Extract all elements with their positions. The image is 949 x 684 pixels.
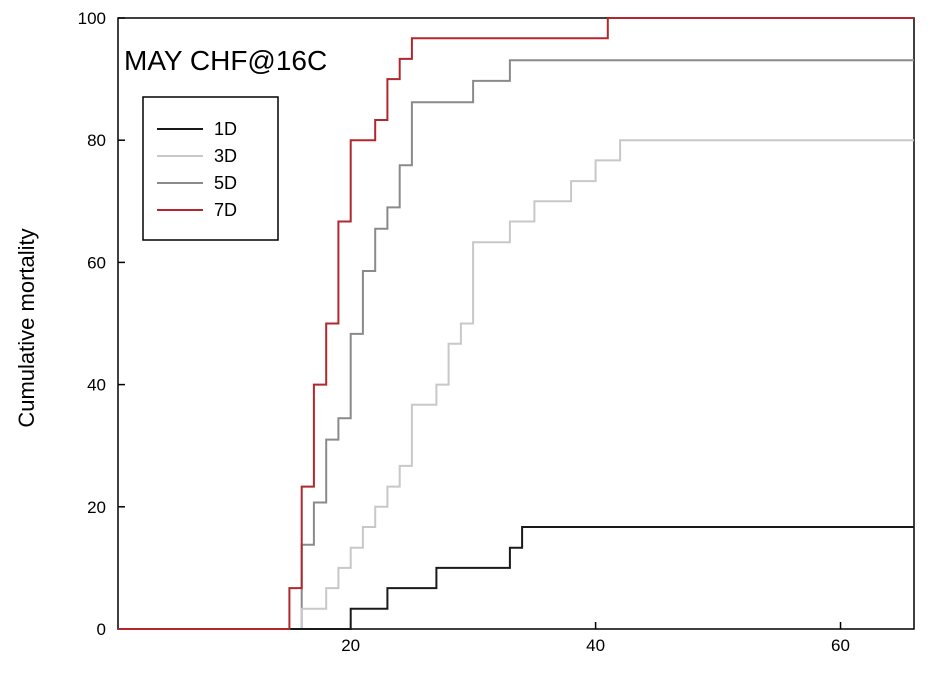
legend-label-3d: 3D (214, 146, 237, 166)
legend-label-7d: 7D (214, 200, 237, 220)
y-tick-label: 80 (87, 131, 106, 150)
y-tick-label: 100 (78, 9, 106, 28)
y-axis-label: Cumulative mortality (14, 228, 39, 427)
x-tick-label: 40 (586, 636, 605, 655)
series-line-3d (118, 139, 914, 630)
legend-label-1d: 1D (214, 119, 237, 139)
x-tick-label: 60 (831, 636, 850, 655)
chart-title: MAY CHF@16C (124, 45, 327, 76)
y-tick-label: 20 (87, 498, 106, 517)
x-axis-ticks: 20 40 60 (341, 622, 850, 655)
series-lines (118, 17, 914, 630)
series-line-5d (118, 59, 914, 630)
y-tick-label: 60 (87, 253, 106, 272)
y-axis-ticks: 0 20 40 60 80 100 (78, 9, 125, 639)
legend: 1D 3D 5D 7D (142, 96, 279, 241)
y-tick-label: 40 (87, 376, 106, 395)
legend-box (142, 96, 279, 241)
plot-frame (117, 17, 915, 630)
legend-label-5d: 5D (214, 173, 237, 193)
series-line-7d (118, 17, 914, 630)
y-tick-label: 0 (97, 620, 106, 639)
x-tick-label: 20 (341, 636, 360, 655)
series-line-1d (118, 526, 914, 630)
